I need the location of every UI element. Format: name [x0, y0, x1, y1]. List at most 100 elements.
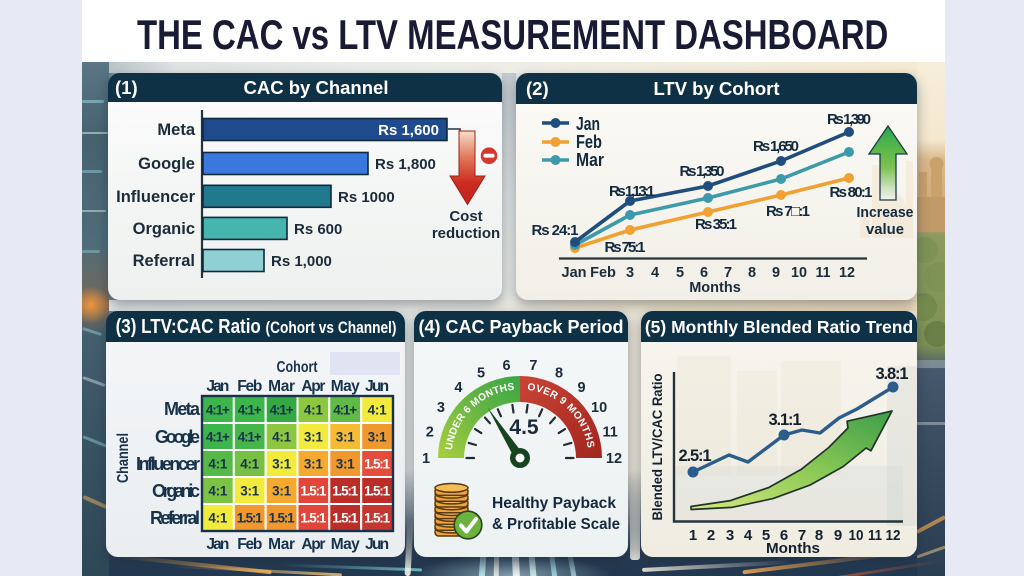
svg-text:4.5: 4.5: [509, 416, 539, 439]
svg-text:Cost: Cost: [449, 208, 482, 225]
svg-text:11: 11: [868, 527, 882, 544]
svg-text:11: 11: [816, 265, 831, 281]
svg-text:Rs 600: Rs 600: [294, 221, 342, 238]
svg-text:4:1+: 4:1+: [238, 403, 262, 418]
svg-text:3: 3: [726, 527, 734, 544]
svg-text:Google: Google: [138, 155, 195, 173]
svg-text:10: 10: [791, 265, 807, 281]
svg-text:reduction: reduction: [432, 225, 500, 242]
svg-text:Feb: Feb: [576, 132, 602, 152]
svg-text:7: 7: [529, 358, 537, 374]
svg-text:Rs 35:1: Rs 35:1: [695, 216, 737, 233]
svg-text:10: 10: [849, 527, 864, 544]
svg-text:1.5:1: 1.5:1: [364, 484, 390, 499]
svg-text:3.8:1: 3.8:1: [876, 365, 909, 383]
svg-text:8: 8: [815, 527, 823, 544]
svg-text:4:1: 4:1: [272, 430, 291, 445]
svg-text:1.5:1: 1.5:1: [364, 457, 390, 472]
svg-text:Jan: Jan: [576, 114, 600, 134]
svg-text:6: 6: [780, 527, 788, 544]
svg-text:Meta: Meta: [157, 121, 195, 139]
svg-text:4: 4: [651, 265, 659, 281]
svg-text:3:1: 3:1: [240, 484, 259, 499]
svg-text:6: 6: [503, 358, 511, 374]
svg-text:12: 12: [839, 265, 855, 281]
svg-text:7: 7: [724, 265, 732, 281]
svg-text:2: 2: [707, 527, 715, 544]
svg-text:4:1+: 4:1+: [333, 403, 357, 418]
svg-text:2.5:1: 2.5:1: [679, 447, 712, 465]
svg-text:Apr: Apr: [301, 378, 325, 395]
svg-text:4:1+: 4:1+: [238, 430, 262, 445]
svg-text:Rs 1,600: Rs 1,600: [378, 122, 439, 139]
svg-text:Cohort: Cohort: [277, 359, 319, 376]
svg-text:Rs 75:1: Rs 75:1: [605, 239, 646, 256]
svg-text:Months: Months: [766, 541, 820, 557]
svg-text:Rs 80:1: Rs 80:1: [830, 184, 873, 201]
svg-text:1: 1: [422, 451, 430, 467]
svg-text:Organic: Organic: [152, 481, 200, 501]
svg-text:Apr: Apr: [301, 536, 325, 553]
svg-text:Rs 1,800: Rs 1,800: [375, 156, 436, 173]
svg-text:Channel: Channel: [115, 433, 132, 483]
svg-text:Jun: Jun: [365, 378, 389, 395]
svg-text:3.1:1: 3.1:1: [769, 411, 802, 429]
svg-text:8: 8: [748, 265, 756, 281]
svg-text:3: 3: [626, 265, 634, 281]
svg-text:Months: Months: [689, 280, 741, 296]
svg-text:8: 8: [555, 366, 563, 382]
svg-text:9: 9: [578, 380, 586, 396]
svg-text:1.5:1: 1.5:1: [300, 511, 326, 526]
svg-text:1.5:1: 1.5:1: [237, 511, 263, 526]
svg-text:Feb: Feb: [237, 536, 262, 553]
svg-text:4:1: 4:1: [208, 511, 227, 526]
svg-text:May: May: [331, 536, 360, 553]
svg-text:3:1: 3:1: [272, 457, 291, 472]
svg-text:Influencer: Influencer: [136, 454, 200, 474]
svg-text:Blended LTV/CAC Ratio: Blended LTV/CAC Ratio: [649, 374, 665, 521]
svg-text:4:1+: 4:1+: [206, 403, 230, 418]
svg-text:12: 12: [606, 451, 622, 467]
svg-text:4:1: 4:1: [208, 457, 227, 472]
svg-text:Rs 1,650: Rs 1,650: [753, 138, 799, 155]
svg-text:& Profitable Scale: & Profitable Scale: [492, 516, 620, 533]
svg-text:9: 9: [834, 527, 842, 544]
svg-text:Meta: Meta: [164, 399, 201, 419]
svg-text:Mar: Mar: [576, 150, 604, 170]
svg-text:May: May: [331, 378, 360, 395]
svg-text:3:1: 3:1: [336, 430, 355, 445]
svg-text:6: 6: [700, 265, 708, 281]
svg-text:Rs 1,390: Rs 1,390: [827, 111, 871, 128]
svg-text:Rs 7□:1: Rs 7□:1: [766, 203, 810, 220]
svg-text:4: 4: [454, 380, 462, 396]
svg-text:5: 5: [676, 265, 684, 281]
svg-text:4:1: 4:1: [368, 403, 387, 418]
svg-text:9: 9: [772, 265, 780, 281]
svg-text:Healthy Payback: Healthy Payback: [492, 495, 616, 512]
svg-text:12: 12: [886, 527, 901, 544]
svg-text:Jan: Jan: [206, 536, 229, 553]
svg-text:Rs 1000: Rs 1000: [338, 189, 395, 206]
svg-text:5: 5: [477, 366, 485, 382]
svg-text:4: 4: [744, 527, 753, 544]
svg-text:11: 11: [603, 425, 618, 441]
svg-text:3:1: 3:1: [368, 430, 387, 445]
svg-text:3:1: 3:1: [304, 430, 323, 445]
svg-text:Increase: Increase: [857, 204, 914, 221]
svg-text:3:1: 3:1: [336, 457, 355, 472]
svg-text:2: 2: [426, 425, 434, 441]
svg-text:Referral: Referral: [150, 508, 200, 528]
svg-text:5: 5: [762, 527, 770, 544]
svg-text:Mar: Mar: [268, 378, 295, 395]
svg-text:Jan: Jan: [206, 378, 229, 395]
svg-text:3:1: 3:1: [272, 484, 291, 499]
svg-text:1.5:1: 1.5:1: [364, 511, 390, 526]
svg-text:Rs 1,13:1: Rs 1,13:1: [609, 183, 655, 200]
svg-text:4:1: 4:1: [304, 403, 323, 418]
svg-text:1.5:1: 1.5:1: [332, 511, 358, 526]
svg-text:Jun: Jun: [365, 536, 389, 553]
svg-text:Rs 1,350: Rs 1,350: [680, 163, 725, 180]
svg-text:Feb: Feb: [590, 265, 616, 281]
svg-text:Referral: Referral: [133, 252, 195, 270]
svg-text:4:1+: 4:1+: [206, 430, 230, 445]
